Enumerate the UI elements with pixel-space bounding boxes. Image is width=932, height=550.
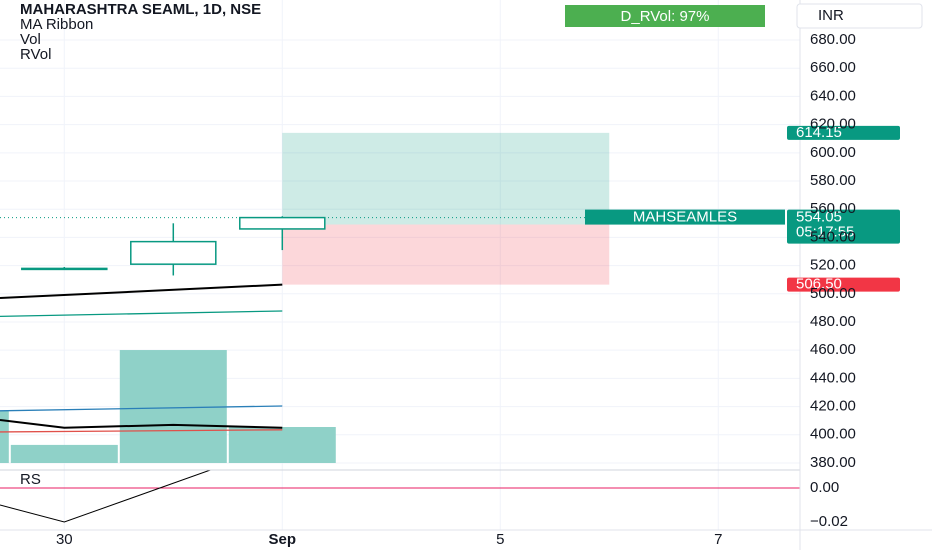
y-tick-label: 660.00 — [810, 59, 856, 76]
badge — [565, 5, 765, 27]
y-tick-label: 600.00 — [810, 144, 856, 161]
target-zone — [282, 132, 610, 225]
countdown: 05:17:55 — [796, 224, 854, 241]
volume-bar — [119, 350, 227, 463]
ma-line — [0, 418, 283, 429]
x-tick-label: 5 — [496, 531, 504, 548]
overlay: 614.15549.15506.50554.0505:17:55MAHSEAML… — [585, 124, 900, 293]
y-tick-label: 500.00 — [810, 285, 856, 302]
indicator: Vol — [20, 31, 41, 48]
y-tick-label: 520.00 — [810, 257, 856, 274]
pane-label: RS — [20, 471, 41, 488]
currency[interactable]: INR — [818, 7, 844, 24]
price-label — [787, 277, 900, 292]
candle-body — [21, 267, 108, 271]
symbol-label: MAHSEAMLES — [633, 209, 737, 226]
y-tick-label: 680.00 — [810, 31, 856, 48]
y-tick-label: 480.00 — [810, 313, 856, 330]
ma-line — [0, 310, 283, 317]
x-tick-label: 7 — [714, 531, 722, 548]
y-tick-label: 400.00 — [810, 426, 856, 443]
ma-line — [0, 405, 283, 412]
indicator: MA Ribbon — [20, 16, 93, 33]
stop-zone — [282, 224, 610, 285]
volume-bar — [0, 410, 9, 463]
y-tick-label: 0.00 — [810, 479, 839, 496]
currency-button[interactable] — [796, 3, 923, 29]
volume-bar — [10, 444, 118, 463]
y-tick-label: 380.00 — [810, 454, 856, 471]
price-label-text: 614.15 — [796, 124, 842, 141]
price-label-text: 554.05 — [796, 209, 842, 226]
price-label — [787, 209, 900, 244]
y-tick-label: 620.00 — [810, 116, 856, 133]
y-tick-label: 640.00 — [810, 87, 856, 104]
y-tick-label: 540.00 — [810, 228, 856, 245]
chart-title: MAHARASHTRA SEAML, 1D, NSE — [20, 1, 261, 18]
x-tick-label: 30 — [56, 531, 73, 548]
candle-body — [130, 240, 217, 265]
candle-body — [239, 216, 326, 230]
y-tick-label: 440.00 — [810, 369, 856, 386]
price-label-text: 506.50 — [796, 276, 842, 293]
ma-line — [0, 283, 283, 300]
symbol-label-box — [585, 209, 785, 225]
rs-line — [0, 470, 211, 523]
y-tick-label: 460.00 — [810, 341, 856, 358]
y-tick-label: 420.00 — [810, 398, 856, 415]
badge-text: D_RVol: 97% — [621, 8, 710, 25]
volume-bar — [228, 427, 336, 463]
y-tick-label: 560.00 — [810, 200, 856, 217]
ma-line — [0, 429, 283, 433]
y-tick-label: 580.00 — [810, 172, 856, 189]
indicator: RVol — [20, 46, 51, 63]
price-pane — [0, 0, 800, 470]
rs-pane — [0, 470, 800, 530]
price-label — [787, 125, 900, 140]
y-tick-label: −0.02 — [810, 513, 848, 530]
x-tick-label: Sep — [269, 531, 297, 548]
